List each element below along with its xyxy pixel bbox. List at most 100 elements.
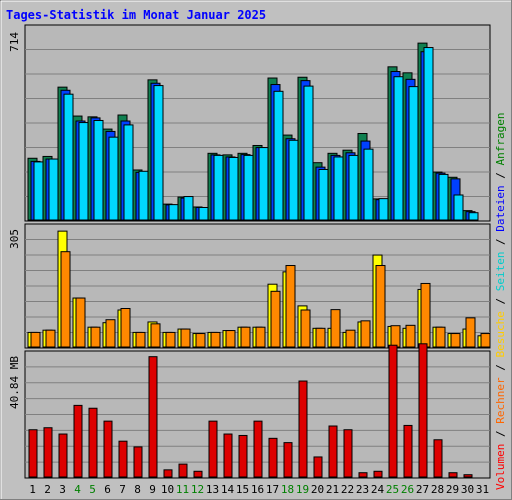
bar-rechner-day-18 (285, 265, 296, 348)
chart-title: Tages-Statistik im Monat Januar 2025 (6, 8, 266, 22)
bar-seiten-day-9 (153, 85, 164, 221)
panel-top: 714 (8, 24, 491, 222)
bar-rechner-day-25 (390, 325, 401, 348)
bar-volumen-day-15 (238, 434, 248, 478)
bar-seiten-day-12 (198, 206, 209, 221)
bar-rechner-day-1 (30, 331, 41, 348)
bar-volumen-day-20 (313, 456, 323, 478)
legend-item-volumen: Volumen (494, 444, 507, 490)
day-label: 8 (134, 483, 141, 496)
bar-seiten-day-7 (123, 124, 134, 221)
bar-volumen-day-8 (133, 446, 143, 478)
bar-seiten-day-8 (138, 170, 149, 221)
day-label: 2 (44, 483, 51, 496)
bar-rechner-day-7 (120, 308, 131, 348)
bar-rechner-day-17 (270, 290, 281, 348)
bar-volumen-day-21 (328, 425, 338, 478)
bar-seiten-day-20 (318, 168, 329, 221)
bar-seiten-day-10 (168, 204, 179, 221)
legend-item-besuche: Besuche (494, 311, 507, 364)
bar-seiten-day-14 (228, 156, 239, 221)
legend-separator: / (494, 430, 507, 443)
day-label: 23 (356, 483, 369, 496)
bar-seiten-day-16 (258, 147, 269, 221)
bar-seiten-day-15 (243, 154, 254, 221)
bar-seiten-day-29 (453, 194, 464, 221)
bar-seiten-day-26 (408, 86, 419, 221)
day-label: 26 (401, 483, 414, 496)
bar-rechner-day-15 (240, 326, 251, 348)
bar-volumen-day-4 (73, 404, 83, 478)
bar-rechner-day-29 (450, 333, 461, 348)
bar-volumen-day-10 (163, 469, 173, 478)
bar-seiten-day-18 (288, 139, 299, 221)
bar-seiten-day-17 (273, 90, 284, 221)
bar-rechner-day-20 (315, 327, 326, 348)
bar-rechner-day-31 (480, 333, 491, 348)
day-label: 22 (341, 483, 354, 496)
day-label: 6 (104, 483, 111, 496)
bar-seiten-day-30 (468, 212, 479, 221)
bar-seiten-day-21 (333, 156, 344, 221)
bar-rechner-day-9 (150, 323, 161, 348)
bar-seiten-day-4 (78, 122, 89, 221)
bar-seiten-day-25 (393, 76, 404, 221)
bar-rechner-day-26 (405, 324, 416, 348)
day-label: 19 (296, 483, 309, 496)
bar-seiten-day-2 (48, 158, 59, 221)
day-label: 20 (311, 483, 324, 496)
bar-volumen-day-16 (253, 420, 263, 478)
series-volumen (28, 343, 473, 478)
bar-volumen-day-25 (388, 344, 398, 478)
day-label: 18 (281, 483, 294, 496)
legend-item-seiten: Seiten (494, 252, 507, 298)
day-label: 9 (149, 483, 156, 496)
day-label: 5 (89, 483, 96, 496)
day-label: 28 (431, 483, 444, 496)
day-label: 13 (206, 483, 219, 496)
legend-item-anfragen: Anfragen (494, 112, 507, 172)
bar-seiten-day-3 (63, 93, 74, 221)
bar-seiten-day-11 (183, 196, 194, 221)
day-label: 14 (221, 483, 235, 496)
bar-volumen-day-22 (343, 429, 353, 478)
legend: Volumen / Rechner / Besuche / Seiten / D… (494, 112, 507, 490)
bar-volumen-day-11 (178, 463, 188, 478)
bar-volumen-day-9 (148, 356, 158, 478)
bar-volumen-day-6 (103, 420, 113, 478)
series-seiten (33, 47, 479, 221)
day-label: 24 (371, 483, 385, 496)
panel-middle: 305 (8, 223, 491, 349)
day-label: 21 (326, 483, 339, 496)
bar-volumen-day-29 (448, 472, 458, 478)
bar-volumen-day-19 (298, 380, 308, 478)
bar-rechner-day-11 (180, 328, 191, 348)
day-label: 15 (236, 483, 249, 496)
bar-volumen-day-18 (283, 442, 293, 478)
day-label: 3 (59, 483, 66, 496)
bar-rechner-day-19 (300, 309, 311, 348)
bar-volumen-day-13 (208, 420, 218, 478)
bar-volumen-day-12 (193, 470, 203, 478)
panels: 714 305 40.84 MB (8, 24, 491, 479)
y-max-label: 714 (8, 32, 21, 52)
bar-rechner-day-6 (105, 319, 116, 348)
bar-seiten-day-27 (423, 47, 434, 221)
day-label: 16 (251, 483, 264, 496)
day-label: 17 (266, 483, 279, 496)
day-label: 27 (416, 483, 429, 496)
bar-volumen-day-3 (58, 433, 68, 478)
bar-rechner-day-27 (420, 282, 431, 348)
bar-volumen-day-5 (88, 407, 98, 478)
day-label: 30 (461, 483, 474, 496)
bar-volumen-day-24 (373, 470, 383, 478)
bar-rechner-day-24 (375, 265, 386, 348)
day-label: 11 (176, 483, 189, 496)
bar-rechner-day-8 (135, 331, 146, 348)
bar-rechner-day-3 (60, 251, 71, 348)
legend-item-rechner: Rechner (494, 377, 507, 430)
legend-separator: / (494, 364, 507, 377)
bar-volumen-day-7 (118, 440, 128, 478)
bar-volumen-day-14 (223, 433, 233, 478)
day-label: 29 (446, 483, 459, 496)
